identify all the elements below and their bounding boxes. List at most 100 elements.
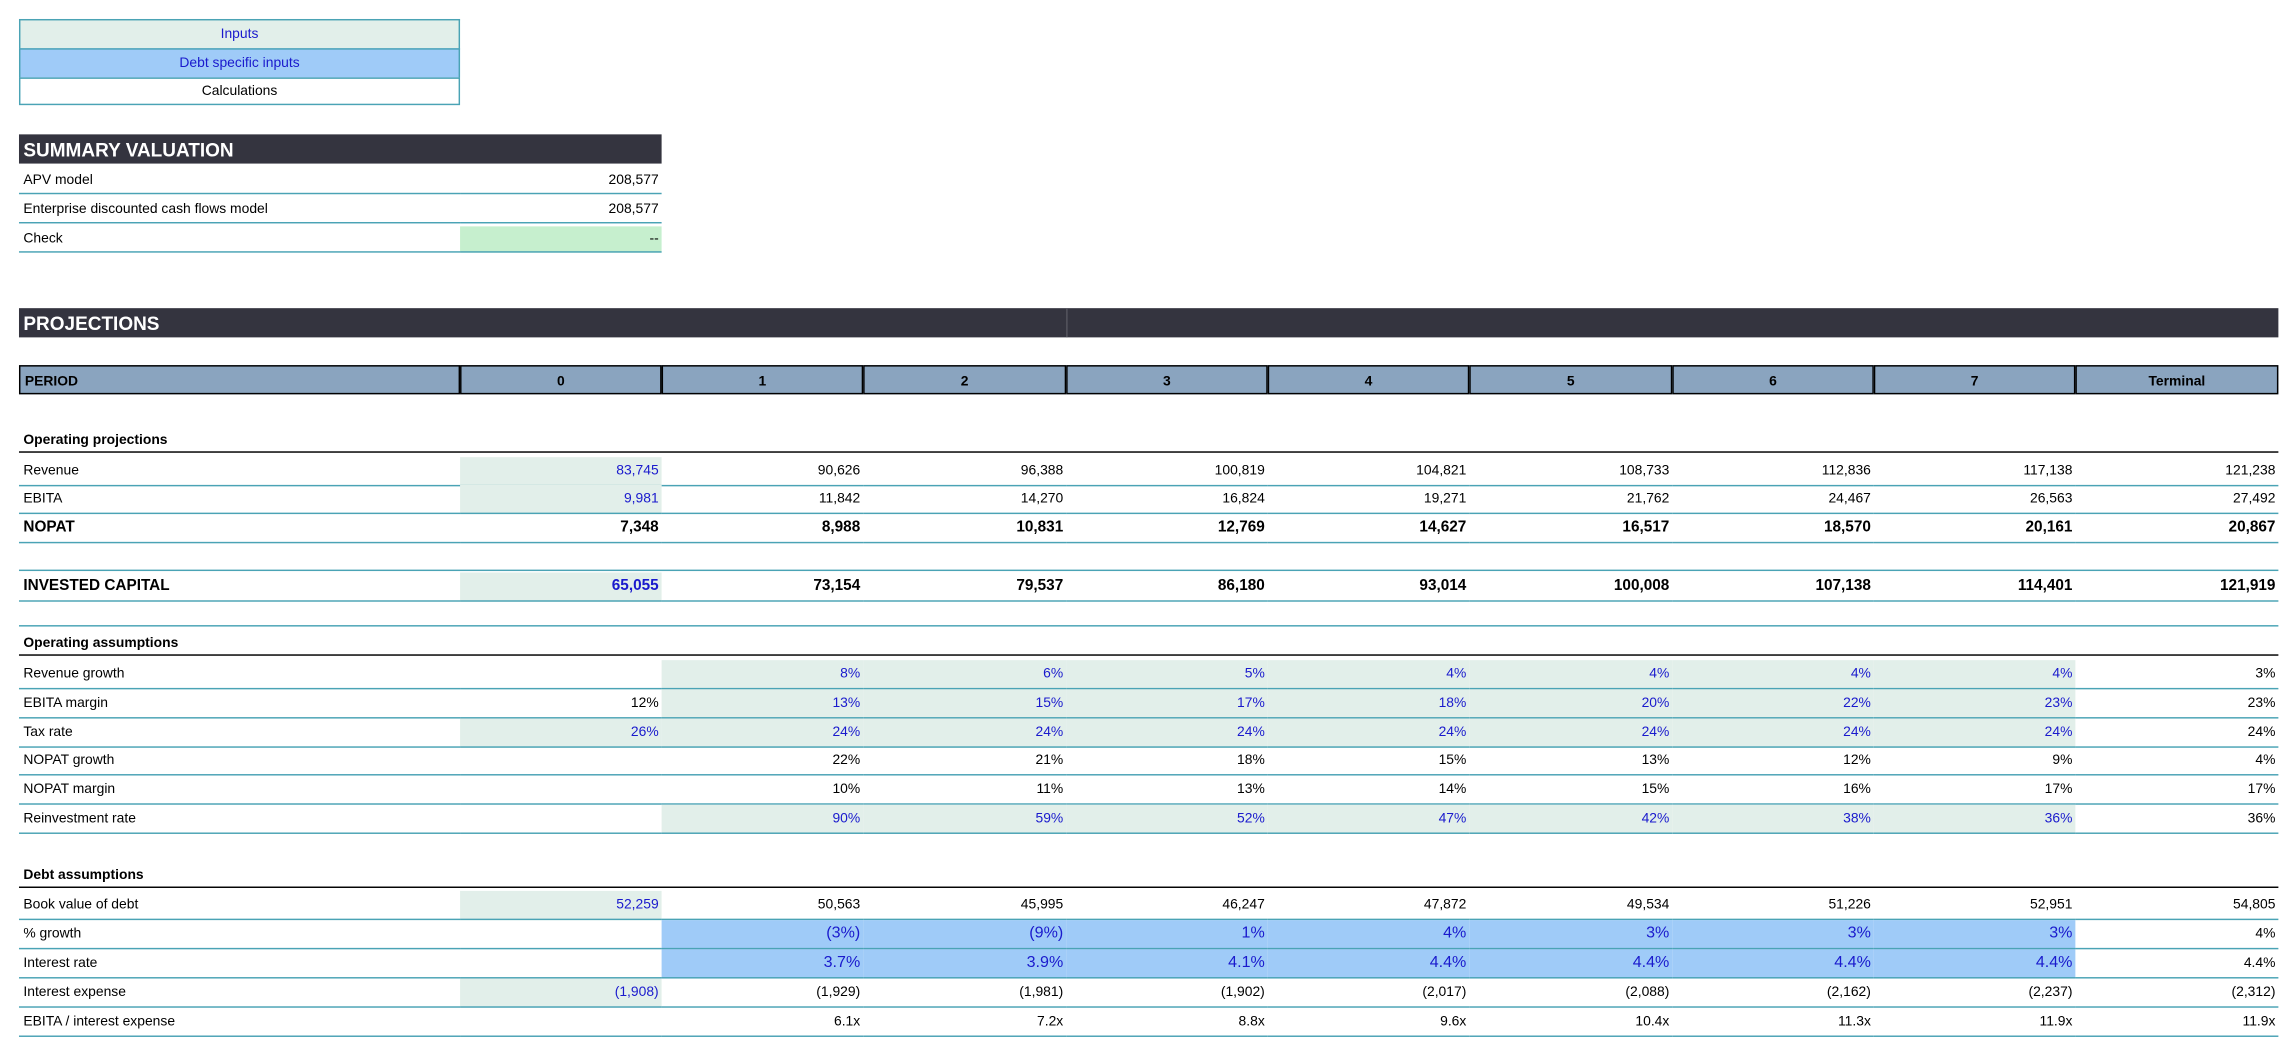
cell-value: 114,401 <box>1873 573 2076 602</box>
cell-value <box>460 805 662 834</box>
cell-value: 12% <box>1672 746 1874 776</box>
cell-value: 27,492 <box>2075 485 2279 515</box>
cell-value: 4% <box>2075 920 2279 950</box>
cell-value: 11.3x <box>1672 1008 1874 1037</box>
cell-value: 4.4% <box>1672 949 1874 979</box>
cell-value: 49,534 <box>1469 891 1673 921</box>
legend-item: Inputs <box>18 18 461 49</box>
row-label: Tax rate <box>18 719 461 748</box>
cell-value: 38% <box>1672 804 1874 834</box>
cell-value: 22% <box>1672 689 1874 719</box>
cell-value: 59% <box>863 804 1067 834</box>
row-label: Revenue growth <box>18 660 461 690</box>
cell-value: 4% <box>1873 660 2076 690</box>
cell-value: 10% <box>661 776 864 805</box>
cell-value: 18% <box>1066 746 1268 776</box>
cell-value: 11.9x <box>1873 1008 2076 1037</box>
cell-value: (2,017) <box>1267 979 1470 1008</box>
cell-value: 79,537 <box>863 573 1067 602</box>
row-label: Revenue <box>18 457 461 487</box>
cell-value: 50,563 <box>661 891 864 921</box>
cell-value: 24% <box>2075 719 2279 748</box>
cell-value: 108,733 <box>1469 457 1673 487</box>
cell-value: 20,867 <box>2075 514 2279 544</box>
cell-value: 52% <box>1066 804 1268 834</box>
cell-value: 86,180 <box>1066 573 1268 602</box>
cell-value: 22% <box>661 746 864 776</box>
period-cell: 0 <box>460 365 662 395</box>
cell-value: 13% <box>661 689 864 719</box>
cell-value: 46,247 <box>1066 891 1268 921</box>
cell-value: 18% <box>1267 689 1470 719</box>
rule <box>1066 308 1068 338</box>
cell-value: 100,819 <box>1066 457 1268 487</box>
cell-value: 100,008 <box>1469 573 1673 602</box>
cell-value: 4.4% <box>1873 949 2076 979</box>
cell-value: 24,467 <box>1672 485 1874 515</box>
cell-value: 93,014 <box>1267 573 1470 602</box>
cell-value: 24% <box>1469 718 1673 748</box>
cell-value: 4.1% <box>1066 949 1268 979</box>
cell-value: 4.4% <box>2075 949 2279 979</box>
cell-value: 16,517 <box>1469 514 1673 544</box>
period-cell: 1 <box>661 365 864 395</box>
cell-value: 26,563 <box>1873 485 2076 515</box>
cell-value: 8.8x <box>1066 1008 1268 1037</box>
cell-value: 65,055 <box>460 572 662 602</box>
row-label: EBITA <box>18 485 461 515</box>
cell-value <box>460 746 662 776</box>
cell-value: 47% <box>1267 804 1470 834</box>
row-label: Interest expense <box>18 979 461 1008</box>
cell-value: (3%) <box>661 920 864 950</box>
cell-value: 42% <box>1469 804 1673 834</box>
period-cell: 6 <box>1672 365 1874 395</box>
row-label: Enterprise discounted cash flows model <box>18 197 461 224</box>
cell-value: (1,981) <box>863 979 1067 1008</box>
period-cell: 3 <box>1066 365 1268 395</box>
cell-value: 51,226 <box>1672 891 1874 921</box>
row-value: 208,577 <box>460 168 662 195</box>
cell-value: 3% <box>1873 920 2076 950</box>
cell-value: 7.2x <box>863 1008 1067 1037</box>
cell-value: (2,237) <box>1873 979 2076 1008</box>
cell-value: 4% <box>1267 660 1470 690</box>
cell-value: 11,842 <box>661 485 864 515</box>
cell-value: 36% <box>1873 804 2076 834</box>
row-label: NOPAT <box>18 514 461 544</box>
cell-value: (1,902) <box>1066 979 1268 1008</box>
row-label: % growth <box>18 920 461 950</box>
period-cell: 5 <box>1469 365 1673 395</box>
cell-value: 47,872 <box>1267 891 1470 921</box>
cell-value: 23% <box>1873 689 2076 719</box>
cell-value: 6.1x <box>661 1008 864 1037</box>
cell-value: 20% <box>1469 689 1673 719</box>
section-header: SUMMARY VALUATION <box>18 134 662 164</box>
cell-value: 1% <box>1066 920 1268 950</box>
cell-value: 21% <box>863 746 1067 776</box>
period-cell: Terminal <box>2075 365 2279 395</box>
cell-value: 20,161 <box>1873 514 2076 544</box>
block-title: Debt assumptions <box>23 867 144 884</box>
cell-value <box>460 660 662 690</box>
cell-value: 73,154 <box>661 573 864 602</box>
cell-value: 3.7% <box>661 949 864 979</box>
cell-value: (1,908) <box>460 978 662 1008</box>
cell-value: 11.9x <box>2075 1008 2279 1037</box>
cell-value: 9,981 <box>460 484 662 515</box>
period-cell: PERIOD <box>18 365 461 395</box>
cell-value: 90,626 <box>661 457 864 487</box>
cell-value <box>460 920 662 950</box>
cell-value: 3% <box>1469 920 1673 950</box>
cell-value: 24% <box>1873 718 2076 748</box>
cell-value: 15% <box>863 689 1067 719</box>
cell-value: 121,238 <box>2075 457 2279 487</box>
row-label: Reinvestment rate <box>18 805 461 834</box>
cell-value: 36% <box>2075 805 2279 834</box>
period-cell: 2 <box>863 365 1067 395</box>
cell-value: 12% <box>460 689 662 719</box>
row-label: EBITA / interest expense <box>18 1008 461 1037</box>
cell-value: 8% <box>661 660 864 690</box>
cell-value: 24% <box>863 718 1067 748</box>
cell-value: 3% <box>2075 660 2279 690</box>
